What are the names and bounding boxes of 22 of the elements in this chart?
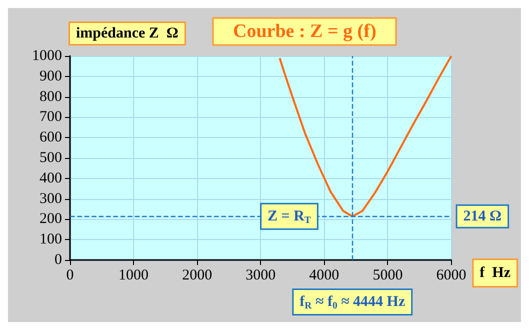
x-tick-label: 5000: [372, 268, 403, 284]
chart-title: Courbe : Z = g (f): [233, 21, 376, 42]
y-axis-title: impédance Z Ω: [76, 26, 178, 42]
y-tick-label: 500: [40, 150, 62, 166]
x-tick-label: 2000: [182, 268, 212, 284]
y-tick-label: 0: [54, 252, 62, 268]
y-tick-label: 400: [40, 170, 62, 186]
ref-line-label: 214 Ω: [463, 208, 502, 224]
y-tick-label: 100: [40, 232, 62, 248]
x-tick-label: 3000: [246, 268, 276, 284]
y-tick-label: 900: [40, 68, 62, 84]
y-tick-label: 800: [40, 88, 62, 105]
x-tick-label: 4000: [309, 268, 340, 284]
x-tick-label: 6000: [436, 268, 466, 284]
x-tick-label: 1000: [118, 268, 149, 284]
y-tick-label: 600: [40, 130, 62, 146]
y-tick-label: 300: [40, 190, 62, 207]
x-axis-title: f Hz: [480, 265, 511, 281]
y-tick-label: 200: [40, 211, 62, 228]
y-tick-label: 700: [40, 109, 62, 126]
x-tick-label: 0: [66, 268, 74, 284]
y-tick-label: 1000: [32, 48, 62, 64]
